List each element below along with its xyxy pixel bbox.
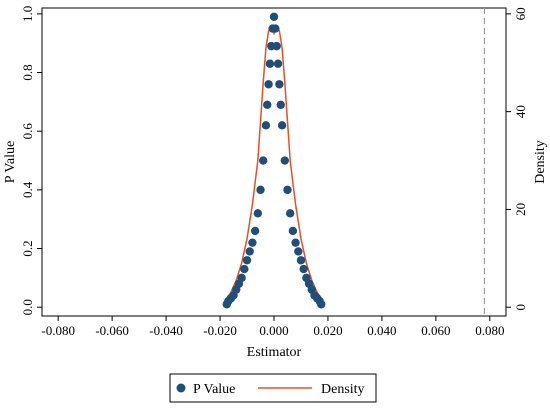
x-tick-label: -0.020 [203, 323, 237, 338]
y-axis: 0.0 0.2 0.4 0.6 0.8 1.0 [20, 6, 42, 315]
p-value-point [272, 41, 281, 51]
p-value-point [261, 121, 271, 130]
x-tick-label: -0.080 [41, 323, 75, 338]
y2-tick-label: 60 [513, 7, 528, 20]
p-value-point [294, 247, 303, 256]
p-value-point [248, 238, 257, 247]
p-value-point [237, 273, 246, 283]
p-value-point [277, 121, 287, 130]
p-value-point [273, 59, 283, 68]
plot-frame [41, 7, 507, 317]
y-tick-label: 0.0 [20, 299, 35, 315]
y-tick-label: 0.8 [20, 64, 35, 80]
p-value-point [259, 156, 268, 165]
p-value-point [299, 264, 308, 274]
p-value-points-layer [222, 12, 326, 309]
p-value-point [269, 12, 279, 21]
x-axis-title: Estimator [247, 345, 302, 360]
y-tick-label: 0.4 [20, 181, 35, 198]
x-tick-label: -0.040 [149, 323, 183, 338]
x-tick-label: 0.060 [421, 323, 450, 338]
x-tick-label: 0.020 [313, 323, 342, 338]
p-value-point [265, 59, 275, 68]
p-value-point [291, 238, 300, 247]
p-value-point [271, 24, 280, 33]
y-tick-label: 0.2 [20, 240, 35, 256]
x-axis: -0.080 -0.060 -0.040 -0.020 0.000 0.020 0.040 0… [41, 316, 504, 338]
p-value-point [276, 100, 285, 110]
p-value-point [296, 256, 306, 265]
p-value-point [240, 264, 249, 274]
p-value-point [263, 100, 272, 110]
p-value-point [264, 80, 273, 89]
p-value-point [275, 80, 284, 89]
p-value-point [283, 185, 292, 195]
p-value-point [280, 156, 289, 165]
x-tick-label: 0.040 [367, 323, 396, 338]
y-axis-title: P Value [3, 141, 18, 183]
legend-label-density: Density [321, 382, 365, 397]
y2-tick-label: 40 [513, 105, 528, 118]
p-value-point [253, 209, 263, 218]
p-value-point [317, 300, 326, 309]
p-value-point [250, 226, 260, 236]
y2-tick-label: 20 [513, 203, 528, 216]
p-value-point [242, 256, 252, 265]
p-value-point [256, 185, 265, 195]
y2-axis-title: Density [533, 140, 548, 184]
x-tick-label: 0.000 [259, 323, 288, 338]
y2-axis: 0 20 40 60 [506, 7, 528, 310]
legend-label-p-value: P Value [193, 382, 235, 397]
y-tick-label: 1.0 [20, 6, 35, 22]
density-layer [224, 24, 324, 301]
p-value-point [245, 247, 254, 256]
density-line [224, 24, 324, 301]
legend: P Value Density [169, 373, 377, 403]
x-tick-label: -0.060 [95, 323, 129, 338]
p-value-point [288, 226, 298, 236]
x-tick-label: 0.080 [475, 323, 504, 338]
legend-marker-p-value [176, 383, 186, 393]
y-tick-label: 0.6 [20, 123, 35, 140]
p-value-point [285, 209, 295, 218]
y2-tick-label: 0 [513, 304, 528, 311]
